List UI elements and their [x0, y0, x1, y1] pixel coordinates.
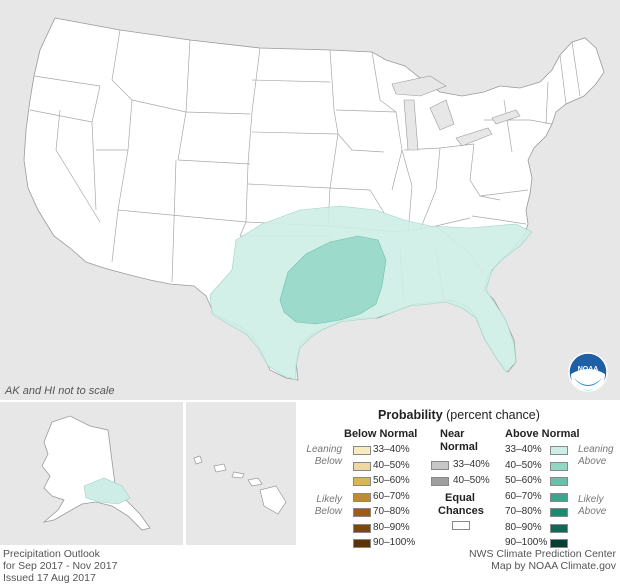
- below-row-swatch: [353, 461, 371, 471]
- above-row-swatch: [550, 539, 568, 548]
- outlook-title: Precipitation Outlook: [3, 548, 100, 560]
- above-row-label: 40–50%: [505, 459, 542, 471]
- outlook-info: Precipitation Outlook for Sep 2017 - Nov…: [3, 548, 117, 584]
- legend-title: Probability (percent chance): [298, 408, 620, 422]
- below-row-label: 80–90%: [373, 521, 410, 533]
- conus-map-svg: AK and HI not to scale: [4, 17, 605, 397]
- noaa-logo-text: NOAA: [578, 366, 599, 373]
- below-row-swatch: [353, 477, 371, 486]
- alaska-inset: [0, 402, 183, 545]
- above-row-label: 80–90%: [505, 521, 542, 533]
- credits: NWS Climate Prediction Center Map by NOA…: [469, 548, 616, 572]
- equal-chances-heading: Equal Chances: [438, 492, 484, 517]
- below-row-label: 90–100%: [373, 537, 416, 548]
- leaning-above-label: Leaning Above: [578, 444, 614, 467]
- conus-map: AK and HI not to scale NOAA: [0, 0, 620, 400]
- outlook-issued: Issued 17 Aug 2017: [3, 572, 96, 584]
- likely-above-label: Likely Above: [578, 494, 607, 517]
- near-row-swatch: [431, 461, 449, 470]
- leaning-below-label: Leaning Below: [306, 444, 342, 467]
- above-row-swatch: [550, 508, 568, 517]
- above-row-label: 60–70%: [505, 490, 542, 502]
- hawaii-inset: [186, 402, 296, 545]
- below-row-label: 50–60%: [373, 475, 410, 486]
- legend: Probability (percent chance) Below Norma…: [298, 402, 620, 548]
- below-row-label: 70–80%: [373, 506, 410, 517]
- above-row-swatch: [550, 461, 568, 471]
- below-row-swatch: [353, 508, 371, 517]
- above-row-swatch: [550, 477, 568, 486]
- noaa-logo-icon: NOAA: [568, 352, 608, 392]
- alaska-inset-svg: [41, 415, 151, 531]
- above-row-label: 50–60%: [505, 475, 542, 486]
- above-row-swatch: [550, 523, 568, 533]
- near-row-label: 33–40%: [453, 459, 490, 470]
- below-row-swatch: [353, 539, 371, 548]
- credit-source: NWS Climate Prediction Center: [468, 548, 616, 560]
- above-row-label: 70–80%: [505, 506, 542, 517]
- legend-title-rest: (percent chance): [446, 408, 540, 422]
- below-row-swatch: [353, 492, 371, 502]
- outlook-period: for Sep 2017 - Nov 2017: [3, 560, 118, 572]
- below-row-swatch: [353, 446, 371, 455]
- below-row-label: 60–70%: [373, 490, 410, 502]
- near-row-label: 40–50%: [453, 474, 490, 486]
- above-row-swatch: [550, 446, 568, 455]
- alaska-land: [41, 415, 151, 531]
- above-normal-heading: Above Normal: [505, 428, 580, 440]
- above-normal-40-50-area: [279, 235, 387, 325]
- near-normal-heading: Near Normal: [440, 428, 478, 453]
- below-row-label: 33–40%: [373, 444, 410, 455]
- credit-map: Map by NOAA Climate.gov: [491, 560, 616, 572]
- hawaii-inset-svg: [193, 455, 287, 515]
- above-row-label: 90–100%: [505, 537, 548, 548]
- legend-title-bold: Probability: [378, 408, 443, 422]
- below-normal-heading: Below Normal: [344, 428, 418, 440]
- hawaii-islands: [193, 455, 287, 515]
- above-row-label: 33–40%: [505, 444, 542, 455]
- scale-note: AK and HI not to scale: [4, 385, 114, 397]
- great-lakes: [391, 75, 521, 151]
- likely-below-label: Likely Below: [314, 494, 342, 517]
- alaska-above-normal-area: [83, 477, 131, 505]
- above-row-swatch: [550, 492, 568, 502]
- equal-chances-swatch: [452, 521, 470, 530]
- below-row-swatch: [353, 523, 371, 533]
- near-row-swatch: [431, 476, 449, 486]
- below-row-label: 40–50%: [373, 459, 410, 471]
